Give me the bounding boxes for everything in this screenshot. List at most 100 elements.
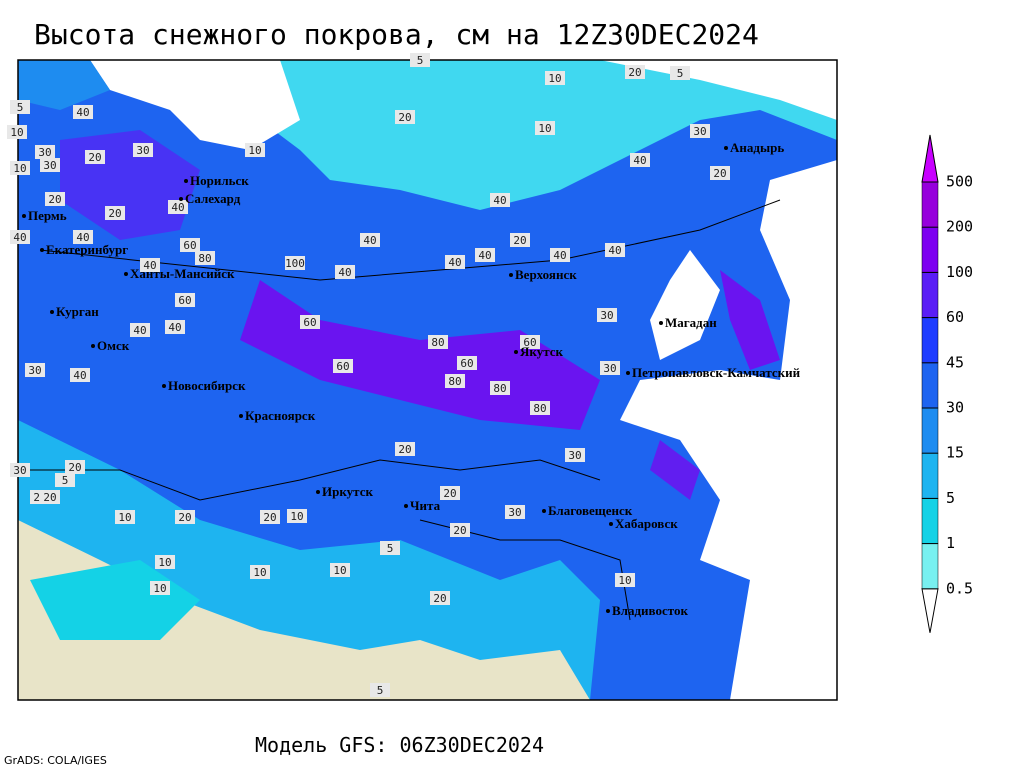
city-dot: [40, 248, 44, 252]
city-label: Анадырь: [730, 140, 784, 155]
colorbar-label: 0.5: [946, 579, 973, 597]
contour-label-box: [7, 125, 27, 139]
contour-label-text: 40: [171, 201, 184, 214]
contour-label-text: 5: [387, 542, 394, 555]
contour-label-text: 30: [600, 309, 613, 322]
contour-label: 10: [330, 563, 350, 577]
contour-label: 40: [360, 233, 380, 247]
city-dot: [316, 490, 320, 494]
contour-label-text: 20: [68, 461, 81, 474]
city-dot: [162, 384, 166, 388]
contour-label: 30: [597, 308, 617, 322]
city-label: Екатеринбург: [46, 242, 128, 257]
contour-label-box: [70, 368, 90, 382]
contour-label-box: [690, 124, 710, 138]
colorbar-label: 60: [946, 308, 964, 326]
contour-label-box: [10, 100, 30, 114]
city-label: Петропавловск-Камчатский: [632, 365, 801, 380]
contour-label: 20: [510, 233, 530, 247]
contour-label: 5: [410, 53, 430, 67]
city-dot: [659, 321, 663, 325]
contour-label: 80: [530, 401, 550, 415]
contour-label-box: [530, 401, 550, 415]
contour-label-text: 30: [693, 125, 706, 138]
contour-label: 10: [615, 573, 635, 587]
contour-label-text: 40: [553, 249, 566, 262]
contour-label: 30: [25, 363, 45, 377]
contour-label-text: 40: [478, 249, 491, 262]
contour-label-text: 20: [48, 193, 61, 206]
contour-label-box: [115, 510, 135, 524]
contour-label-box: [615, 573, 635, 587]
colorbar-segment: [921, 317, 939, 364]
contour-label-box: [505, 505, 525, 519]
contour-label: 5: [670, 66, 690, 80]
contour-label: 80: [490, 381, 510, 395]
contour-label-box: [285, 256, 305, 270]
contour-label-text: 5: [62, 474, 69, 487]
contour-label: 60: [520, 335, 540, 349]
contour-label: 80: [445, 374, 465, 388]
city-label: Владивосток: [612, 603, 688, 618]
contour-label: 20: [65, 460, 85, 474]
contour-label-text: 60: [523, 336, 536, 349]
contour-label-box: [545, 71, 565, 85]
contour-label-text: 10: [538, 122, 551, 135]
colorbar-segment: [921, 452, 939, 499]
contour-label-text: 10: [118, 511, 131, 524]
city-label: Курган: [56, 304, 99, 319]
contour-label: 60: [333, 359, 353, 373]
contour-label: 20: [40, 490, 60, 504]
contour-label-box: [428, 335, 448, 349]
contour-label-text: 5: [677, 67, 684, 80]
contour-label: 20: [395, 110, 415, 124]
contour-label-text: 20: [513, 234, 526, 247]
contour-label-text: 40: [143, 259, 156, 272]
contour-label-box: [395, 110, 415, 124]
contour-label-box: [520, 335, 540, 349]
contour-label-text: 10: [248, 144, 261, 157]
city-label: Ханты-Мансийск: [130, 266, 235, 281]
contour-label-text: 40: [76, 231, 89, 244]
contour-label-box: [360, 233, 380, 247]
contour-label: 40: [335, 265, 355, 279]
contour-label-text: 80: [431, 336, 444, 349]
contour-label: 40: [168, 200, 188, 214]
contour-label: 5: [10, 100, 30, 114]
contour-label-box: [445, 255, 465, 269]
contour-label-box: [250, 565, 270, 579]
contour-label-text: 20: [398, 443, 411, 456]
contour-label: 40: [490, 193, 510, 207]
contour-label: 40: [73, 230, 93, 244]
contour-label-box: [710, 166, 730, 180]
contour-label: 100: [285, 256, 305, 270]
contour-label: 30: [565, 448, 585, 462]
contour-label-box: [245, 143, 265, 157]
contour-label: 10: [150, 581, 170, 595]
contour-label-text: 80: [448, 375, 461, 388]
contour-label-box: [510, 233, 530, 247]
title: Высота снежного покрова, см на 12Z30DEC2…: [34, 18, 759, 51]
colorbar-label: 100: [946, 263, 973, 281]
contour-label: 40: [475, 248, 495, 262]
contour-label: 30: [505, 505, 525, 519]
contour-label-text: 60: [336, 360, 349, 373]
city-label: Якутск: [520, 344, 564, 359]
city-dot: [542, 509, 546, 513]
colorbar-segment: [921, 134, 939, 183]
contour-label-box: [670, 66, 690, 80]
city-label: Красноярск: [245, 408, 316, 423]
contour-label-box: [155, 555, 175, 569]
contour-label-box: [73, 230, 93, 244]
contour-label: 40: [550, 248, 570, 262]
contour-label-text: 20: [108, 207, 121, 220]
contour-label-box: [475, 248, 495, 262]
contour-label-text: 20: [433, 592, 446, 605]
contour-label-text: 20: [178, 511, 191, 524]
colorbar-segment: [921, 407, 939, 454]
contour-label: 60: [300, 315, 320, 329]
city-dot: [179, 197, 183, 201]
contour-label-text: 30: [13, 464, 26, 477]
